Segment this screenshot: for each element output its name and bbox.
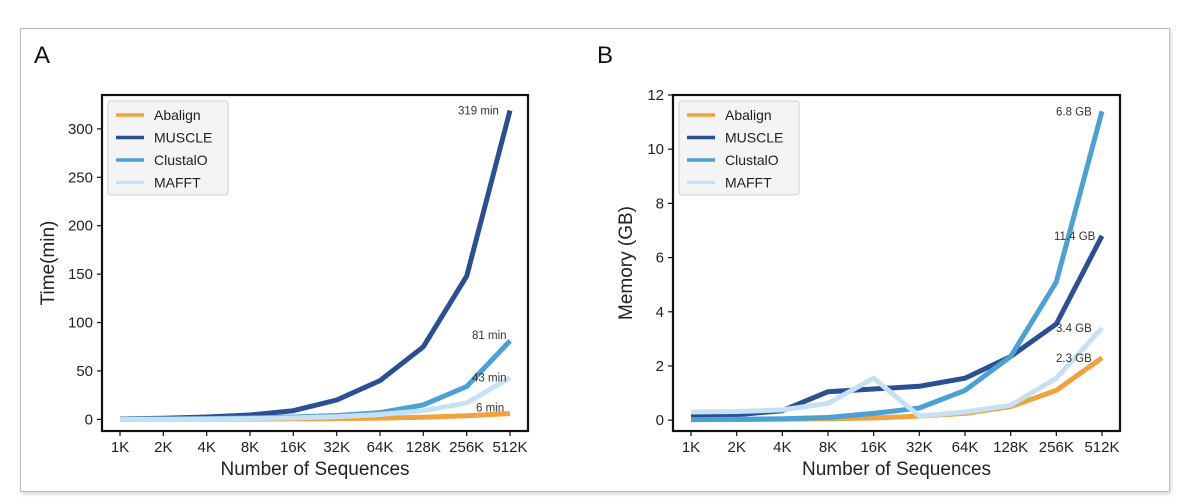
legend: Abalign MUSCLE ClustalO MAFFT xyxy=(678,100,800,196)
x-tick-label: 64K xyxy=(367,439,394,456)
panel-letter-a: A xyxy=(34,42,51,69)
legend-label: MAFFT xyxy=(154,175,201,191)
x-tick-label: 16K xyxy=(860,439,887,456)
y-tick-label: 6 xyxy=(656,250,664,267)
legend-label: ClustalO xyxy=(725,152,779,168)
x-tick-label: 1K xyxy=(111,439,129,456)
x-tick-label: 512K xyxy=(492,439,527,456)
end-value-label: 6 min xyxy=(476,403,504,415)
y-tick-label: 8 xyxy=(656,195,664,212)
x-tick-label: 256K xyxy=(1039,439,1074,456)
y-tick-label: 10 xyxy=(647,141,664,158)
y-tick-label: 300 xyxy=(68,121,93,138)
end-value-label: 81 min xyxy=(472,330,507,342)
y-tick-label: 0 xyxy=(656,412,664,429)
panel-letter-b: B xyxy=(597,42,614,69)
legend-label: MUSCLE xyxy=(725,130,783,146)
y-tick-label: 200 xyxy=(68,218,93,235)
y-axis-title: Time(min) xyxy=(38,221,59,306)
x-tick-label: 32K xyxy=(906,439,933,456)
x-tick-label: 4K xyxy=(197,439,215,456)
legend-label: MUSCLE xyxy=(154,130,212,146)
y-axis-title: Memory (GB) xyxy=(616,206,637,320)
series-line-mafft xyxy=(119,375,512,422)
end-value-label: 43 min xyxy=(472,373,507,385)
x-axis-title: Number of Sequences xyxy=(802,459,991,480)
y-tick-label: 50 xyxy=(76,363,93,380)
x-tick-label: 2K xyxy=(154,439,172,456)
end-value-label: 319 min xyxy=(458,105,499,117)
y-tick-label: 150 xyxy=(68,266,93,283)
legend-label: ClustalO xyxy=(154,152,208,168)
x-tick-label: 8K xyxy=(241,439,259,456)
end-value-label: 3.4 GB xyxy=(1056,323,1092,335)
plot-frame xyxy=(100,93,530,433)
legend-box xyxy=(107,100,229,196)
x-tick-label: 128K xyxy=(993,439,1028,456)
series-line-clustalo xyxy=(690,110,1105,423)
y-tick-label: 4 xyxy=(656,304,664,321)
legend-label: Abalign xyxy=(154,107,201,123)
x-tick-label: 64K xyxy=(952,439,979,456)
y-tick-label: 100 xyxy=(68,315,93,332)
plot-frame xyxy=(671,93,1122,433)
x-tick-label: 128K xyxy=(406,439,441,456)
end-value-label: 11.4 GB xyxy=(1054,231,1096,243)
chart-b: 0 2 4 6 8 10 12 1K 2K 4K 8K 16K 32K 64K 128K 256K 512K 11… xyxy=(616,87,1122,480)
end-value-label: 6.8 GB xyxy=(1056,106,1092,118)
x-tick-label: 16K xyxy=(280,439,307,456)
x-tick-label: 256K xyxy=(449,439,484,456)
legend: Abalign MUSCLE ClustalO MAFFT xyxy=(107,100,229,196)
x-tick-label: 512K xyxy=(1084,439,1119,456)
x-tick-label: 4K xyxy=(773,439,791,456)
x-axis-title: Number of Sequences xyxy=(220,459,409,480)
legend-label: MAFFT xyxy=(725,175,772,191)
series-line-mafft xyxy=(690,326,1104,419)
end-value-label: 2.3 GB xyxy=(1056,353,1092,365)
y-tick-label: 0 xyxy=(85,411,93,428)
x-tick-label: 32K xyxy=(323,439,350,456)
y-tick-label: 12 xyxy=(647,87,664,104)
y-tick-label: 250 xyxy=(68,169,93,186)
x-tick-label: 8K xyxy=(819,439,837,456)
x-tick-label: 1K xyxy=(682,439,700,456)
chart-a: 0 50 100 150 200 250 300 1K 2K 4K 8K 16K 32K 64K 128K 2… xyxy=(38,93,530,480)
legend-label: Abalign xyxy=(725,107,772,123)
x-tick-label: 2K xyxy=(727,439,745,456)
y-tick-label: 2 xyxy=(656,358,664,375)
legend-box xyxy=(678,100,800,196)
